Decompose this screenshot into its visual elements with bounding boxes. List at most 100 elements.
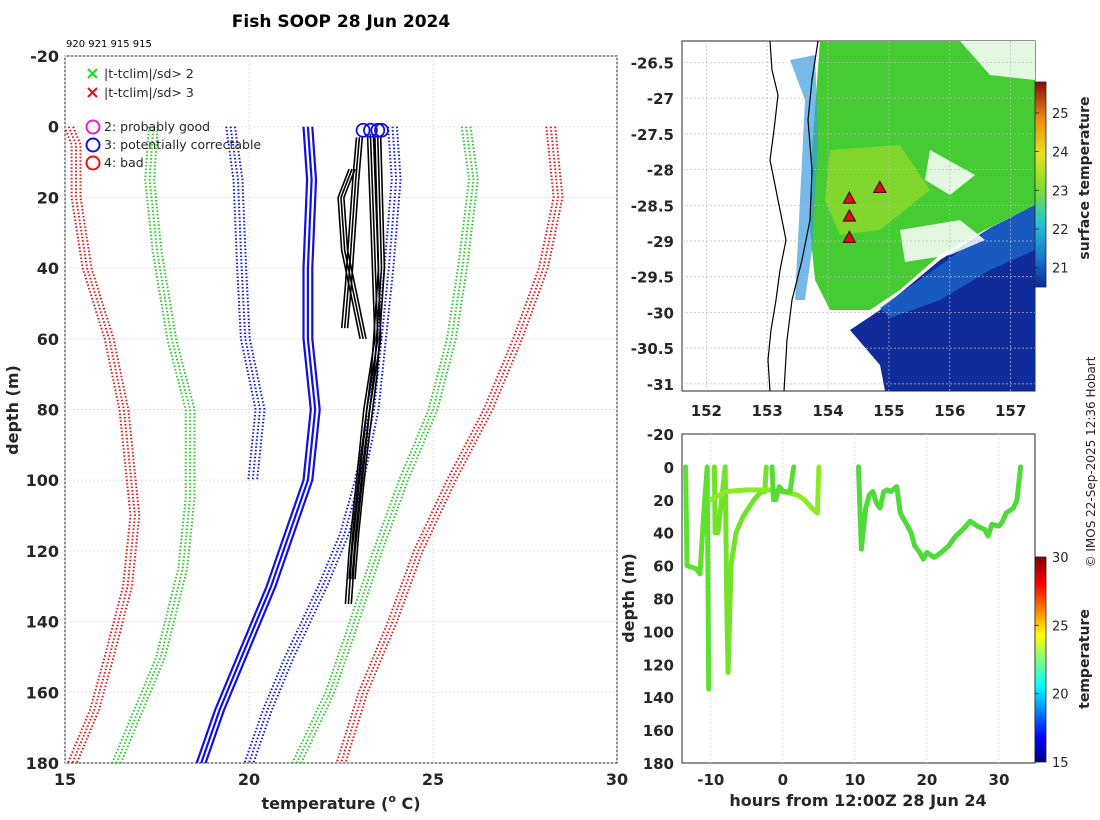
legend-label-sd3: |t-tclim|/sd> 3 [104,85,194,100]
legend-marker-circle-blue [85,137,101,153]
map-xtick-label: 152 [691,402,722,420]
series-line-xbt-915b [337,168,361,339]
flag-marker-circle [363,122,378,138]
legend-label-bad: 4: bad [104,155,144,170]
series-line-clim-2sd [115,126,192,763]
bottom-colorbar-tick-label: 25 [1052,619,1069,634]
series-line-xbt-920 [344,133,376,604]
legend-item-good: 2: probably good [85,119,210,135]
map-ytick-label: -30.5 [631,340,674,358]
bottom-xlabel: hours from 12:00Z 28 Jun 24 [729,791,986,810]
bottom-colorbar-tick-label: 30 [1052,551,1069,566]
bottom-ytick-label: 120 [643,656,674,674]
main-xtick-label: 20 [238,770,260,789]
main-grid [64,55,618,764]
map-ytick-label: -27.5 [631,126,674,144]
bottom-ytick-label: 20 [653,492,674,510]
bottom-ytick-label: 100 [643,623,674,641]
map-ytick-label: -30 [647,304,674,322]
legend-marker-circle-red [85,155,101,171]
series-line-xbt-915b [340,168,364,339]
legend-label-correctable: 3: potentially correctable [104,137,261,152]
credit-text: © IMOS 22-Sep-2025 12:36 Hobart [1084,356,1098,567]
main-flags [355,122,389,138]
map-coastline [767,41,819,391]
main-tick-labels: 15 20 25 30 -20 0 20 40 60 80 100 120 140 160 180 [26,47,629,789]
bottom-tick-labels: -10 0 10 20 30 -20 0 20 40 60 80 100 120 140 160 180 [643,426,1010,789]
bottom-colorbar [1034,556,1047,763]
series-line-clim-mean [204,126,321,763]
map-ytick-label: -26.5 [631,54,674,72]
bottom-xtick-label: 10 [844,771,865,789]
main-ylabel: depth (m) [3,365,22,455]
main-xlabel: temperature (o C) [261,792,420,813]
main-title: Fish SOOP 28 Jun 2024 [232,12,451,32]
bottom-ylabel: depth (m) [619,553,638,643]
map-clouds [900,41,1035,262]
series-line-clim-mean [195,126,312,763]
series-line-clim-mean [200,126,317,763]
bottom-colorbar-tick-label: 15 [1052,756,1069,771]
map-grid [682,41,1035,391]
bottom-ytick-label: -20 [647,426,674,444]
main-ytick-label: 160 [26,683,59,702]
bottom-ytick-label: 0 [664,459,674,477]
series-line-clim-1sd [248,126,398,763]
map-ytick-label: -29.5 [631,269,674,287]
bottom-xtick-label: -10 [697,771,724,789]
main-ytick-label: -20 [30,47,59,66]
main-ytick-label: 120 [26,542,59,561]
map-ytick-label: -28.5 [631,197,674,215]
main-xtick-label: 15 [54,770,76,789]
main-ytick-label: 60 [37,330,59,349]
series-line-clim-2sd [111,126,187,763]
bottom-series-tow-a [683,464,712,692]
series-line-clim-2sd [291,126,471,763]
bottom-series-tow-e [856,464,1024,562]
main-subtitle: 920 921 915 915 [66,39,152,50]
main-series [65,126,564,763]
map-markers [842,180,887,244]
flag-marker-circle [355,122,371,138]
series-line-clim-2sd [300,126,479,763]
main-legend: |t-tclim|/sd> 2 |t-tclim|/sd> 3 2: proba… [85,66,261,171]
series-line-clim-2sd [295,126,475,763]
map-xtick-label: 157 [995,402,1026,420]
bottom-xtick-label: 20 [917,771,938,789]
map-sst-field [790,41,1035,391]
flag-marker-circle [374,122,389,138]
series-line-xbt-915 [340,137,358,329]
map-tick-labels: 152 153 154 155 156 157 -26.5 -27 -27.5 -28 -28.5 -… [631,54,1027,420]
bottom-colorbar-tick-label: 20 [1052,688,1069,703]
map-warm-region [810,41,1035,310]
series-line-xbt-915 [343,137,361,329]
main-xtick-label: 25 [422,770,444,789]
map-ytick-label: -27 [647,90,674,108]
main-ytick-label: 80 [37,401,59,420]
series-line-clim-1sd [252,126,402,763]
main-xlabel-sup: o [388,792,396,805]
main-ytick-label: 180 [26,754,59,773]
map-colorbar-tick-label: 21 [1052,262,1069,277]
map-colorbar-label: surface temperature [1077,96,1093,259]
legend-label-sd2: |t-tclim|/sd> 2 [104,66,194,81]
map-colorbar [1034,81,1047,288]
map-colorbar-tick-label: 25 [1052,107,1069,122]
bottom-series [683,464,1024,692]
series-line-clim-2sd [119,126,196,763]
main-xlabel-main: temperature ( [261,794,388,813]
map-inshore-band [790,55,818,300]
legend-item-sd2: |t-tclim|/sd> 2 [87,66,194,81]
main-ytick-label: 0 [48,118,59,137]
map-ytick-label: -31 [647,376,674,394]
bottom-series-tow-d [769,464,797,503]
bottom-ytick-label: 80 [653,591,674,609]
legend-label-good: 2: probably good [104,119,210,134]
legend-marker-circle-magenta [85,119,101,135]
map-xtick-label: 156 [934,402,965,420]
bottom-xtick-label: 30 [989,771,1010,789]
shelf-edge-path [783,41,819,391]
flag-marker-circle [370,122,386,138]
legend-marker-x-red [87,87,98,98]
